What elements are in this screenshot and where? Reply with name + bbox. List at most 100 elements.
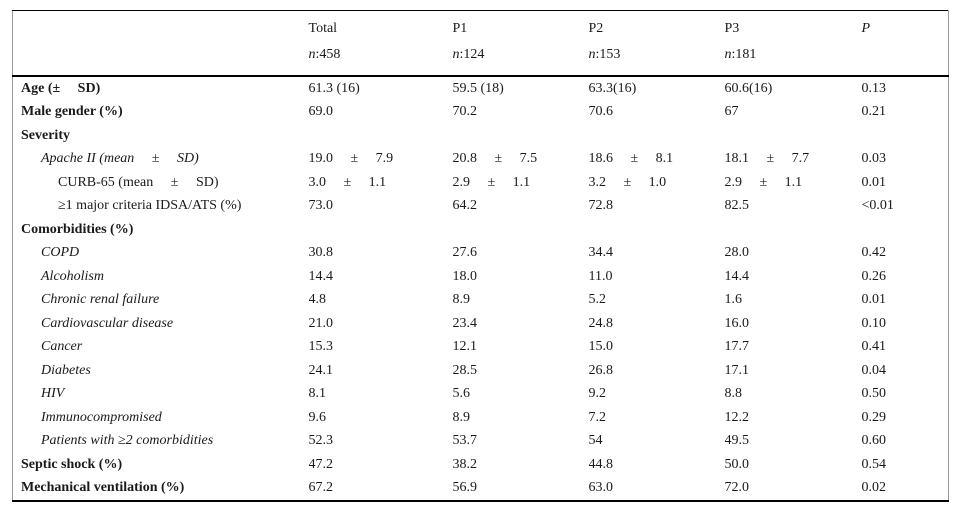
cell-total: 19.0 ± 7.9 [308,151,394,167]
cell-p1: 70.2 [452,104,478,120]
n-symbol: n [724,47,732,62]
row-label: CURB-65 (mean ± SD) [58,174,219,190]
cell-total: 61.3 (16) [308,80,360,96]
cell-total: 47.2 [308,456,334,472]
cell-pvalue [862,218,949,242]
n-symbol: n [588,47,596,62]
cell-total: 3.0 ± 1.1 [308,174,387,190]
row-label: COPD [41,245,80,261]
cell-total: 24.1 [308,362,334,378]
cell-pvalue: 0.01 [861,292,887,308]
cell-total [309,124,453,148]
cell-p1 [453,124,589,148]
cell-p1: 56.9 [452,480,478,496]
cell-pvalue: 0.50 [861,386,887,402]
col-p1-label: P1 [452,21,468,36]
cell-pvalue: 0.26 [861,268,887,284]
cell-p3: 2.9 ± 1.1 [724,174,803,190]
cell-p1: 20.8 ± 7.5 [452,151,538,167]
row-label: Cardiovascular disease [41,315,174,331]
cell-p1: 2.9 ± 1.1 [452,174,531,190]
table-row-diabetes: Diabetes 24.1 28.5 26.8 17.1 0.04 [13,359,949,383]
row-label: HIV [41,386,65,402]
cell-p2 [589,218,725,242]
cell-p3: 18.1 ± 7.7 [724,151,810,167]
cell-pvalue: 0.04 [861,362,887,378]
cell-total: 73.0 [308,198,334,214]
cell-p2: 3.2 ± 1.0 [588,174,667,190]
cell-p1: 8.9 [452,409,471,425]
cell-p3: 8.8 [724,386,743,402]
col-p3-n: n:181 [725,47,862,63]
cell-p3: 28.0 [724,245,750,261]
cell-p2: 34.4 [588,245,614,261]
col-total-label: Total [308,21,338,36]
cell-total: 69.0 [308,104,334,120]
cell-p2: 26.8 [588,362,614,378]
col-pvalue-label: P [861,21,871,36]
cell-p2: 44.8 [588,456,614,472]
header-col-p2: P2 n:153 [589,11,725,77]
table-row-apache: Apache II (mean ± SD) 19.0 ± 7.9 20.8 ± … [13,148,949,172]
n-value: :153 [595,47,621,62]
row-label: Cancer [41,339,83,355]
table-row-idsa-ats: ≥1 major criteria IDSA/ATS (%) 73.0 64.2… [13,195,949,219]
cell-total: 8.1 [308,386,327,402]
row-label: Severity [21,127,70,143]
table-row-male-gender: Male gender (%) 69.0 70.2 70.6 67 0.21 [13,101,949,125]
col-p3-label: P3 [724,21,740,36]
row-label: Immunocompromised [41,409,162,425]
cell-p1: 23.4 [452,315,478,331]
cell-total: 67.2 [308,480,334,496]
row-label: Patients with ≥2 comorbidities [41,433,214,449]
cell-pvalue: 0.02 [861,480,887,496]
cell-p1: 59.5 (18) [452,80,504,96]
cell-total: 14.4 [308,268,334,284]
row-label: Male gender (%) [21,104,123,120]
cell-p2: 70.6 [588,104,614,120]
row-label: Diabetes [41,362,91,378]
table-row-septic-shock: Septic shock (%) 47.2 38.2 44.8 50.0 0.5… [13,453,949,477]
header-row: Total n:458 P1 n:124 P2 n:153 P3 n:181 P [12,11,949,77]
cell-p2: 63.0 [588,480,614,496]
header-col-total: Total n:458 [309,11,453,77]
cell-pvalue: 0.21 [861,104,887,120]
row-label: Chronic renal failure [41,292,160,308]
cell-p2: 54 [588,433,603,449]
n-value: :458 [315,47,341,62]
col-total-n: n:458 [309,47,453,63]
cell-total: 15.3 [308,339,334,355]
header-col-pvalue: P [862,11,949,77]
cell-p2: 24.8 [588,315,614,331]
cell-p3: 67 [724,104,739,120]
n-value: :124 [459,47,485,62]
row-label: ≥1 major criteria IDSA/ATS (%) [58,198,242,214]
table-row-mechanical-ventilation: Mechanical ventilation (%) 67.2 56.9 63.… [13,477,949,502]
cell-p3: 12.2 [724,409,750,425]
cell-pvalue: 0.03 [861,151,887,167]
header-col-p1: P1 n:124 [453,11,589,77]
row-label: Septic shock (%) [21,456,123,472]
cell-p2: 18.6 ± 8.1 [588,151,674,167]
cell-p1: 27.6 [452,245,478,261]
cell-p1: 53.7 [452,433,478,449]
table-row-severity-section: Severity [13,124,949,148]
cell-total: 9.6 [308,409,327,425]
col-p1-n: n:124 [453,47,589,63]
patient-characteristics-table-container: Total n:458 P1 n:124 P2 n:153 P3 n:181 P… [12,10,949,502]
cell-pvalue: 0.13 [861,80,887,96]
table-row-age: Age (± SD) 61.3 (16) 59.5 (18) 63.3(16) … [13,76,949,101]
table-row-cardiovascular-disease: Cardiovascular disease 21.0 23.4 24.8 16… [13,312,949,336]
n-value: :181 [731,47,757,62]
cell-p3: 17.1 [724,362,750,378]
cell-total [309,218,453,242]
cell-p2: 9.2 [588,386,607,402]
cell-p3: 17.7 [724,339,750,355]
cell-p3: 14.4 [724,268,750,284]
cell-p3: 16.0 [724,315,750,331]
cell-p3: 72.0 [724,480,750,496]
cell-pvalue: 0.29 [861,409,887,425]
n-symbol: n [452,47,460,62]
cell-p1: 5.6 [452,386,471,402]
cell-p1: 18.0 [452,268,478,284]
